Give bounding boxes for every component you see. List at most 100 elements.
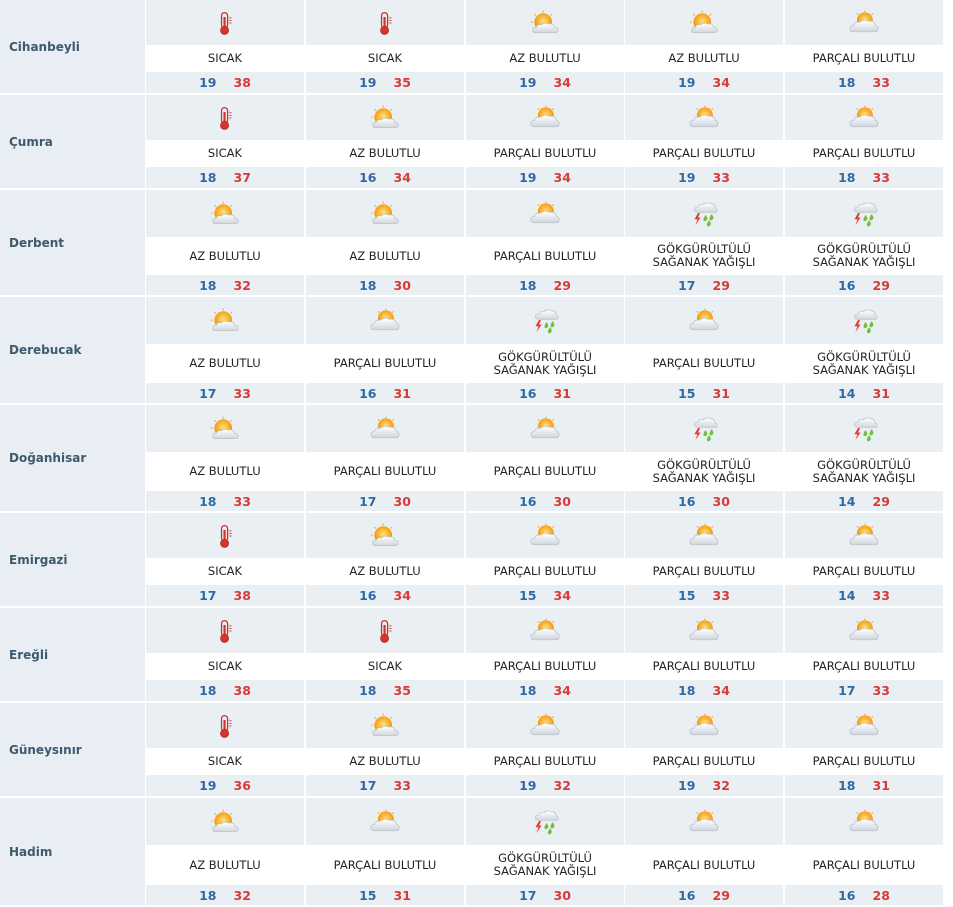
weather-description-text: GÖKGÜRÜLTÜLÜ SAĞANAK YAĞIŞLI <box>812 349 916 377</box>
temperature-range: 16 34 <box>306 167 464 188</box>
weather-description-text: GÖKGÜRÜLTÜLÜ SAĞANAK YAĞIŞLI <box>652 242 756 269</box>
weather-description: AZ BULUTLU <box>146 345 304 382</box>
city-name[interactable]: Derebucak <box>0 297 146 403</box>
city-row-cumra: Çumra SICAK 18 37 AZ BULUTLU 16 34 PARÇALI BULU… <box>0 95 953 190</box>
temperature-range: 19 34 <box>625 72 783 93</box>
weather-description: AZ BULUTLU <box>625 46 783 71</box>
min-temperature: 18 <box>359 683 377 698</box>
max-temperature: 29 <box>712 277 730 293</box>
city-name[interactable]: Çumra <box>0 95 146 188</box>
weather-description-text: PARÇALI BULUTLU <box>812 146 916 160</box>
min-temperature: 19 <box>519 75 537 90</box>
day-cell: SICAK 17 38 <box>146 513 304 606</box>
weather-description: AZ BULUTLU <box>146 453 304 490</box>
min-temperature: 16 <box>838 887 856 903</box>
city-name[interactable]: Doğanhisar <box>0 405 146 511</box>
min-temperature: 18 <box>678 683 696 698</box>
max-temperature: 33 <box>872 588 890 603</box>
weather-description: GÖKGÜRÜLTÜLÜ SAĞANAK YAĞIŞLI <box>785 238 943 274</box>
max-temperature: 33 <box>872 683 890 698</box>
weather-description-text: PARÇALI BULUTLU <box>812 857 916 872</box>
min-temperature: 15 <box>678 385 696 401</box>
temperature-range: 17 29 <box>625 275 783 295</box>
partly-cloudy-icon <box>466 608 624 653</box>
day-cell: GÖKGÜRÜLTÜLÜ SAĞANAK YAĞIŞLI 14 29 <box>785 405 943 511</box>
thunderstorm-icon <box>625 405 783 452</box>
temperature-range: 16 29 <box>625 885 783 905</box>
partly-cloudy-icon <box>785 513 943 558</box>
day-cell: GÖKGÜRÜLTÜLÜ SAĞANAK YAĞIŞLI 17 30 <box>466 798 624 905</box>
weather-description: GÖKGÜRÜLTÜLÜ SAĞANAK YAĞIŞLI <box>466 846 624 884</box>
min-temperature: 18 <box>359 277 377 293</box>
day-cell: AZ BULUTLU 16 34 <box>306 513 464 606</box>
day-cell: PARÇALI BULUTLU 15 33 <box>625 513 783 606</box>
city-name[interactable]: Ereğli <box>0 608 146 701</box>
min-temperature: 18 <box>199 277 217 293</box>
partly-cloudy-icon <box>466 190 624 237</box>
min-temperature: 17 <box>519 887 537 903</box>
day-cell: PARÇALI BULUTLU 14 33 <box>785 513 943 606</box>
weather-description: GÖKGÜRÜLTÜLÜ SAĞANAK YAĞIŞLI <box>625 238 783 274</box>
max-temperature: 34 <box>712 75 730 90</box>
weather-description: PARÇALI BULUTLU <box>785 749 943 774</box>
min-temperature: 18 <box>199 170 217 185</box>
min-temperature: 19 <box>678 778 696 793</box>
partly-cloudy-icon <box>785 703 943 748</box>
min-temperature: 16 <box>359 385 377 401</box>
temperature-range: 16 29 <box>785 275 943 295</box>
temperature-range: 18 31 <box>785 775 943 796</box>
partly-cloudy-icon <box>785 608 943 653</box>
partly-cloudy-icon <box>466 95 624 140</box>
max-temperature: 30 <box>393 493 411 509</box>
partly-cloudy-icon <box>625 608 783 653</box>
min-temperature: 14 <box>838 385 856 401</box>
min-temperature: 19 <box>678 75 696 90</box>
weather-description: AZ BULUTLU <box>306 141 464 166</box>
weather-description-text: AZ BULUTLU <box>189 356 261 370</box>
max-temperature: 36 <box>233 778 251 793</box>
weather-description: GÖKGÜRÜLTÜLÜ SAĞANAK YAĞIŞLI <box>466 345 624 382</box>
temperature-range: 18 33 <box>146 491 304 511</box>
weather-description: AZ BULUTLU <box>146 238 304 274</box>
thermometer-hot-icon <box>306 608 464 653</box>
day-cell: AZ BULUTLU 16 34 <box>306 95 464 188</box>
max-temperature: 34 <box>553 683 571 698</box>
weather-description-text: PARÇALI BULUTLU <box>333 464 437 478</box>
max-temperature: 29 <box>553 277 571 293</box>
weather-description-text: GÖKGÜRÜLTÜLÜ SAĞANAK YAĞIŞLI <box>812 242 916 269</box>
weather-description-text: PARÇALI BULUTLU <box>652 356 756 370</box>
day-cell: PARÇALI BULUTLU 18 34 <box>466 608 624 701</box>
day-cell: PARÇALI BULUTLU 19 32 <box>466 703 624 796</box>
temperature-range: 18 29 <box>466 275 624 295</box>
day-cell: GÖKGÜRÜLTÜLÜ SAĞANAK YAĞIŞLI 14 31 <box>785 297 943 403</box>
day-cell: GÖKGÜRÜLTÜLÜ SAĞANAK YAĞIŞLI 16 29 <box>785 190 943 295</box>
partly-cloudy-icon <box>466 513 624 558</box>
city-name[interactable]: Emirgazi <box>0 513 146 606</box>
partly-cloudy-icon <box>625 798 783 845</box>
city-name[interactable]: Derbent <box>0 190 146 295</box>
max-temperature: 30 <box>553 493 571 509</box>
temperature-range: 14 31 <box>785 383 943 403</box>
max-temperature: 35 <box>393 75 411 90</box>
min-temperature: 17 <box>199 588 217 603</box>
max-temperature: 33 <box>872 170 890 185</box>
temperature-range: 14 29 <box>785 491 943 511</box>
weather-description: PARÇALI BULUTLU <box>306 345 464 382</box>
day-cell: PARÇALI BULUTLU 18 33 <box>785 0 943 93</box>
max-temperature: 34 <box>553 75 571 90</box>
min-temperature: 16 <box>678 493 696 509</box>
day-cell: PARÇALI BULUTLU 16 28 <box>785 798 943 905</box>
max-temperature: 30 <box>712 493 730 509</box>
city-name[interactable]: Hadim <box>0 798 146 905</box>
weather-description: PARÇALI BULUTLU <box>625 846 783 884</box>
min-temperature: 16 <box>359 170 377 185</box>
city-name[interactable]: Cihanbeyli <box>0 0 146 93</box>
city-name[interactable]: Güneysınır <box>0 703 146 796</box>
min-temperature: 15 <box>678 588 696 603</box>
max-temperature: 31 <box>393 887 411 903</box>
day-cell: SICAK 19 38 <box>146 0 304 93</box>
weather-description: AZ BULUTLU <box>306 749 464 774</box>
day-cell: SICAK 18 37 <box>146 95 304 188</box>
weather-description-text: SICAK <box>367 51 403 65</box>
min-temperature: 16 <box>519 385 537 401</box>
